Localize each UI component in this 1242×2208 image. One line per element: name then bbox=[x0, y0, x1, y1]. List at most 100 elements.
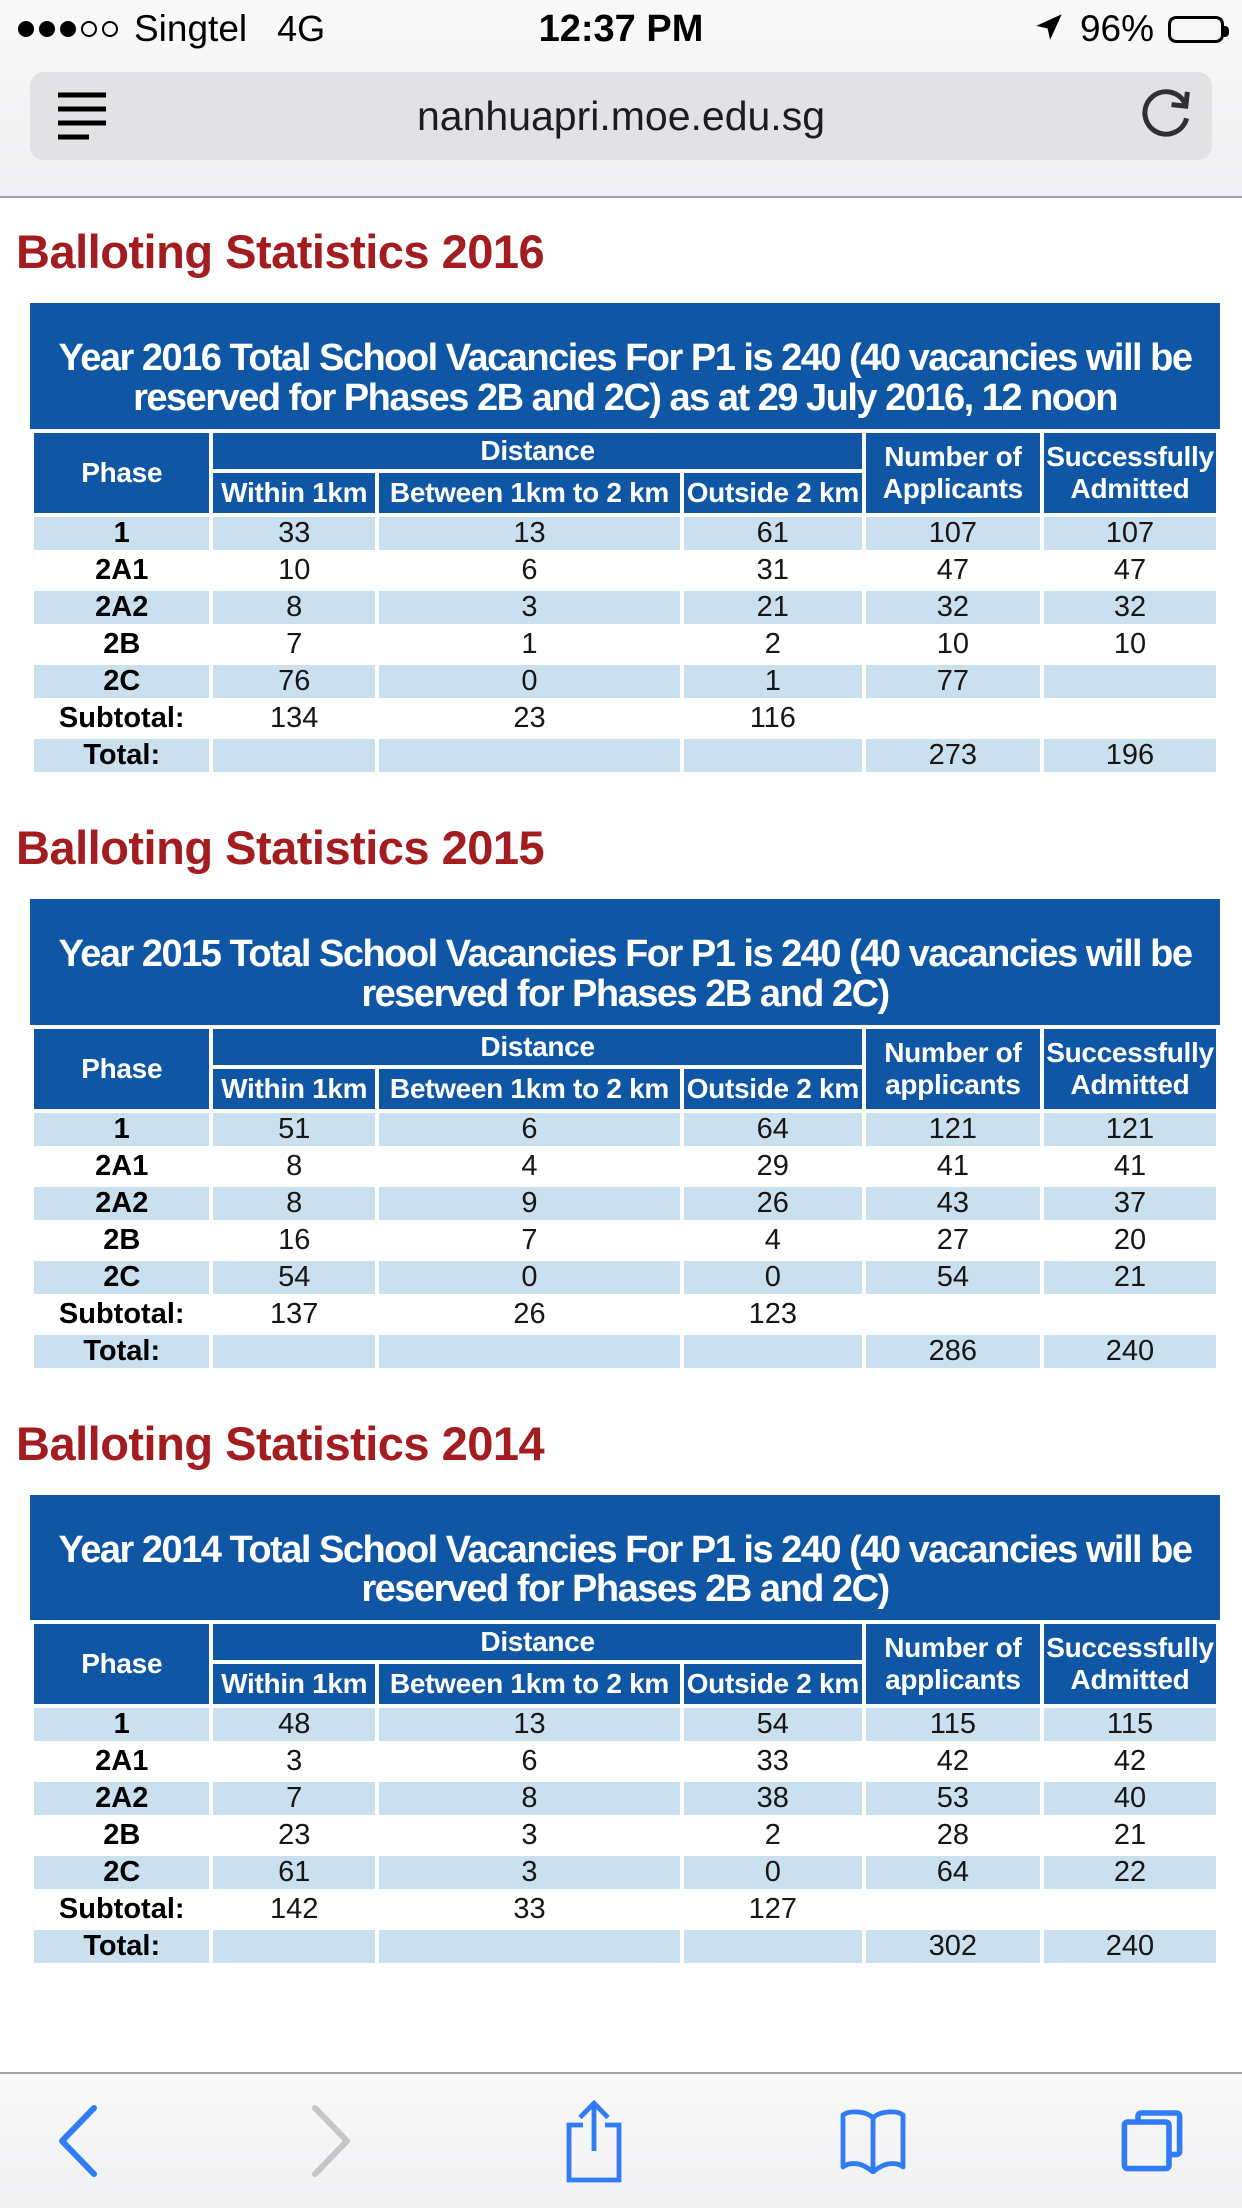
table-row: Total: 302 240 bbox=[34, 1930, 1216, 1964]
cell: 64 bbox=[683, 1112, 862, 1146]
cell: 115 bbox=[865, 1708, 1040, 1742]
phase-cell: Subtotal: bbox=[58, 1297, 185, 1330]
table-row: Subtotal: 137 26 123 bbox=[34, 1298, 1216, 1331]
table-row: 2C 54 0 0 54 21 bbox=[34, 1260, 1216, 1294]
section-2016: Balloting Statistics 2016 Year 2016 Tota… bbox=[0, 224, 1242, 776]
cell: 23 bbox=[513, 701, 546, 734]
cell bbox=[1044, 1298, 1216, 1331]
col-header-outside-2km: Outside 2 km bbox=[683, 1664, 862, 1705]
browser-toolbar bbox=[0, 2072, 1242, 2208]
tabs-icon[interactable] bbox=[1118, 2107, 1186, 2175]
cell: 38 bbox=[683, 1782, 862, 1816]
col-header-phase: Phase bbox=[34, 432, 210, 513]
cell: 54 bbox=[213, 1260, 375, 1294]
cell: 53 bbox=[865, 1782, 1040, 1816]
signal-strength-icon bbox=[18, 21, 118, 37]
col-header-between-1-2km: Between 1km to 2 km bbox=[378, 1068, 680, 1109]
table-row: Total: 273 196 bbox=[34, 738, 1216, 772]
cell: 4 bbox=[764, 1223, 781, 1256]
cell bbox=[213, 1930, 375, 1964]
table-row: 1 51 6 64 121 121 bbox=[34, 1112, 1216, 1146]
cell: 134 bbox=[270, 701, 319, 734]
cell: 41 bbox=[1113, 1149, 1147, 1182]
cell: 42 bbox=[1113, 1745, 1147, 1778]
phase-cell: 2C bbox=[34, 664, 210, 698]
page-content: Balloting Statistics 2016 Year 2016 Tota… bbox=[0, 200, 1242, 1967]
cell: 43 bbox=[865, 1186, 1040, 1220]
phase-cell: 2B bbox=[103, 1819, 141, 1852]
clock-label: 12:37 PM bbox=[538, 7, 704, 50]
col-header-between-1-2km: Between 1km to 2 km bbox=[378, 1664, 680, 1705]
col-header-phase: Phase bbox=[34, 1028, 210, 1109]
phase-cell: Total: bbox=[34, 738, 210, 772]
cell: 115 bbox=[1044, 1708, 1216, 1742]
phase-cell: 2A2 bbox=[34, 1186, 210, 1220]
phase-cell: 2A1 bbox=[95, 553, 149, 586]
cell: 64 bbox=[865, 1856, 1040, 1890]
cell: 2 bbox=[764, 1819, 781, 1852]
reload-icon[interactable] bbox=[1138, 86, 1192, 147]
table-row: Subtotal: 134 23 116 bbox=[34, 702, 1216, 735]
carrier-label: Singtel bbox=[134, 8, 248, 49]
table-title: Year 2014 Total School Vacancies For P1 … bbox=[30, 1494, 1220, 1621]
back-icon[interactable] bbox=[56, 2104, 100, 2178]
balloting-table-2014: Year 2014 Total School Vacancies For P1 … bbox=[30, 1494, 1220, 1968]
cell bbox=[683, 738, 862, 772]
cell: 7 bbox=[521, 1223, 538, 1256]
address-bar[interactable]: nanhuapri.moe.edu.sg bbox=[30, 72, 1212, 160]
cell: 8 bbox=[286, 1149, 303, 1182]
cell: 10 bbox=[1113, 627, 1147, 660]
cell: 137 bbox=[270, 1297, 319, 1330]
table-title: Year 2015 Total School Vacancies For P1 … bbox=[30, 898, 1220, 1025]
cell: 127 bbox=[748, 1893, 797, 1926]
cell bbox=[1044, 664, 1216, 698]
cell: 10 bbox=[936, 627, 969, 660]
table-row: 2A1 3 6 33 42 42 bbox=[34, 1745, 1216, 1778]
table-row: 2A2 8 3 21 32 32 bbox=[34, 590, 1216, 624]
cell: 7 bbox=[286, 627, 303, 660]
cell bbox=[1044, 702, 1216, 735]
table-row: 2C 76 0 1 77 bbox=[34, 664, 1216, 698]
cell: 13 bbox=[378, 1708, 680, 1742]
cell: 21 bbox=[683, 590, 862, 624]
cell: 21 bbox=[1044, 1260, 1216, 1294]
reader-lines-icon[interactable] bbox=[58, 92, 106, 140]
table-row: 2A1 8 4 29 41 41 bbox=[34, 1150, 1216, 1183]
table-row: 2B 23 3 2 28 21 bbox=[34, 1819, 1216, 1852]
bookmarks-icon[interactable] bbox=[836, 2108, 910, 2174]
phase-cell: Total: bbox=[34, 1334, 210, 1368]
table-row: 2A2 8 9 26 43 37 bbox=[34, 1186, 1216, 1220]
cell: 61 bbox=[683, 516, 862, 550]
phase-cell: 2C bbox=[34, 1856, 210, 1890]
phase-cell: Subtotal: bbox=[58, 1893, 185, 1926]
cell: 37 bbox=[1044, 1186, 1216, 1220]
url-text[interactable]: nanhuapri.moe.edu.sg bbox=[416, 92, 826, 139]
col-header-distance: Distance bbox=[213, 1624, 862, 1661]
phase-cell: 2B bbox=[103, 627, 141, 660]
battery-icon bbox=[1168, 15, 1229, 43]
table-row: Total: 286 240 bbox=[34, 1334, 1216, 1368]
phase-cell: Total: bbox=[34, 1930, 210, 1964]
forward-icon[interactable] bbox=[309, 2104, 353, 2178]
network-type-label: 4G bbox=[277, 8, 326, 49]
col-header-within-1km: Within 1km bbox=[213, 1664, 375, 1705]
cell: 3 bbox=[286, 1745, 303, 1778]
col-header-distance: Distance bbox=[213, 432, 862, 469]
cell: 107 bbox=[1044, 516, 1216, 550]
cell bbox=[683, 1930, 862, 1964]
cell: 41 bbox=[936, 1149, 969, 1182]
cell: 32 bbox=[865, 590, 1040, 624]
cell bbox=[866, 1298, 1040, 1331]
cell: 196 bbox=[1044, 738, 1216, 772]
status-bar: Singtel 4G 12:37 PM 96% bbox=[0, 0, 1242, 58]
cell: 0 bbox=[683, 1260, 862, 1294]
cell bbox=[213, 738, 375, 772]
phase-cell: 1 bbox=[34, 1112, 210, 1146]
section-2014: Balloting Statistics 2014 Year 2014 Tota… bbox=[0, 1416, 1242, 1968]
cell: 16 bbox=[278, 1223, 311, 1256]
cell: 40 bbox=[1044, 1782, 1216, 1816]
share-icon[interactable] bbox=[561, 2098, 627, 2184]
cell: 77 bbox=[865, 664, 1040, 698]
section-heading: Balloting Statistics 2014 bbox=[16, 1416, 545, 1470]
cell: 8 bbox=[378, 1782, 680, 1816]
